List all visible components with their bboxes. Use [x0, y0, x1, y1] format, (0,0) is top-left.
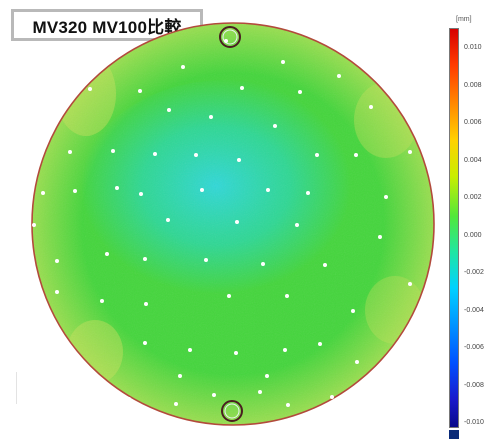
- measurement-point: [384, 195, 388, 199]
- colorbar-tick-label: 0.000: [464, 231, 482, 239]
- measurement-point: [295, 223, 299, 227]
- measurement-point: [281, 60, 285, 64]
- colorbar-cap-bottom: [449, 430, 459, 439]
- measurement-point: [100, 299, 104, 303]
- measurement-point: [16, 288, 20, 292]
- measurement-point: [115, 186, 119, 190]
- measurement-points: [16, 39, 412, 407]
- colorbar-tick-label: 0.010: [464, 44, 482, 51]
- page-title: MV320 MV100比較: [32, 17, 182, 37]
- colorbar-tick-label: 0.002: [464, 194, 482, 201]
- measurement-point: [227, 294, 231, 298]
- measurement-point: [105, 252, 109, 256]
- measurement-point: [166, 218, 170, 222]
- colorbar-tick-label: -0.002: [464, 269, 484, 276]
- colorbar-tick-label: -0.008: [464, 381, 484, 389]
- measurement-point: [178, 374, 182, 378]
- measurement-point: [200, 188, 204, 192]
- measurement-point: [285, 294, 289, 298]
- measurement-point: [73, 189, 77, 193]
- measurement-point: [88, 87, 92, 91]
- left-edge-mark: [16, 372, 17, 404]
- measurement-point: [237, 158, 241, 162]
- notch-bottom: [221, 400, 243, 422]
- title-box: MV320 MV100比較: [11, 9, 203, 41]
- measurement-point: [127, 397, 131, 401]
- measurement-point: [139, 192, 143, 196]
- measurement-point: [64, 348, 68, 352]
- measurement-point: [212, 393, 216, 397]
- measurement-point: [258, 390, 262, 394]
- measurement-point: [408, 282, 412, 286]
- measurement-point: [235, 220, 239, 224]
- notch-top: [219, 26, 241, 48]
- colorbar-unit: [mm]: [456, 16, 472, 23]
- measurement-point: [143, 341, 147, 345]
- measurement-point: [265, 374, 269, 378]
- colorbar: [449, 28, 459, 428]
- measurement-point: [306, 191, 310, 195]
- measurement-point: [318, 342, 322, 346]
- measurement-point: [138, 89, 142, 93]
- measurement-point: [234, 351, 238, 355]
- measurement-point: [298, 90, 302, 94]
- measurement-point: [354, 153, 358, 157]
- measurement-point: [378, 235, 382, 239]
- measurement-point: [283, 348, 287, 352]
- measurement-point: [167, 108, 171, 112]
- measurement-point: [41, 191, 45, 195]
- measurement-point: [32, 223, 36, 227]
- measurement-point: [240, 86, 244, 90]
- colorbar-tick-label: 0.004: [464, 156, 482, 164]
- measurement-point: [174, 402, 178, 406]
- colorbar-tick-label: -0.004: [464, 306, 484, 314]
- measurement-point: [286, 403, 290, 407]
- measurement-point: [323, 263, 327, 267]
- measurement-point: [369, 105, 373, 109]
- measurement-point: [273, 124, 277, 128]
- measurement-point: [153, 152, 157, 156]
- colorbar-tick-label: -0.010: [464, 419, 484, 426]
- measurement-point: [330, 395, 334, 399]
- measurement-point: [355, 360, 359, 364]
- measurement-point: [194, 153, 198, 157]
- measurement-point: [408, 150, 412, 154]
- measurement-point: [337, 74, 341, 78]
- measurement-point: [224, 39, 228, 43]
- measurement-point: [143, 257, 147, 261]
- measurement-point: [55, 290, 59, 294]
- measurement-point: [315, 153, 319, 157]
- wafer-rim: [31, 22, 435, 426]
- measurement-point: [111, 149, 115, 153]
- measurement-point: [144, 302, 148, 306]
- measurement-point: [181, 65, 185, 69]
- colorbar-tick-label: -0.006: [464, 344, 484, 351]
- measurement-point: [209, 115, 213, 119]
- measurement-point: [188, 348, 192, 352]
- measurement-point: [266, 188, 270, 192]
- measurement-point: [68, 150, 72, 154]
- colorbar-tick-label: 0.006: [464, 119, 482, 126]
- measurement-point: [204, 258, 208, 262]
- colorbar-tick-label: 0.008: [464, 81, 482, 89]
- measurement-point: [261, 262, 265, 266]
- measurement-point: [55, 259, 59, 263]
- measurement-point: [351, 309, 355, 313]
